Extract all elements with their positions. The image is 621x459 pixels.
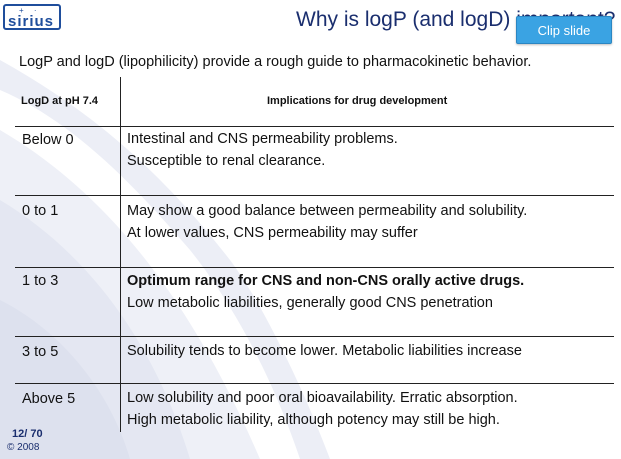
implication-line: At lower values, CNS permeability may su… <box>127 225 418 241</box>
logo-text: sirius <box>8 13 55 30</box>
copyright: © 2008 <box>7 442 40 453</box>
implication-cell: Solubility tends to become lower. Metabo… <box>127 340 522 362</box>
header-logd: LogD at pH 7.4 <box>21 95 99 107</box>
implication-line: Low metabolic liabilities, generally goo… <box>127 295 493 311</box>
row-divider <box>15 267 614 268</box>
page-number: 12/ 70 <box>12 428 43 440</box>
implication-line: Solubility tends to become lower. Metabo… <box>127 343 522 359</box>
row-divider <box>15 126 614 127</box>
sirius-logo: + · sirius <box>3 4 61 30</box>
intro-text: LogP and logD (lipophilicity) provide a … <box>19 54 532 70</box>
implication-line: Susceptible to renal clearance. <box>127 153 326 169</box>
range-cell: 3 to 5 <box>22 344 59 360</box>
header-implications: Implications for drug development <box>267 95 448 107</box>
logo-dots: + · <box>19 6 41 15</box>
row-divider <box>15 336 614 337</box>
range-cell: Above 5 <box>22 391 76 407</box>
row-divider <box>15 195 614 196</box>
implication-line: May show a good balance between permeabi… <box>127 203 528 219</box>
row-divider <box>15 383 614 384</box>
range-cell: 1 to 3 <box>22 273 59 289</box>
implication-cell: Intestinal and CNS permeability problems… <box>127 128 398 172</box>
implication-line: Optimum range for CNS and non-CNS orally… <box>127 273 525 289</box>
clip-slide-button[interactable]: Clip slide <box>516 16 612 44</box>
implication-line: High metabolic liability, although poten… <box>127 412 500 428</box>
implication-cell: May show a good balance between permeabi… <box>127 200 527 244</box>
range-cell: Below 0 <box>22 132 74 148</box>
implication-cell: Low solubility and poor oral bioavailabi… <box>127 387 518 431</box>
range-cell: 0 to 1 <box>22 203 59 219</box>
column-divider <box>120 77 121 432</box>
implication-line: Low solubility and poor oral bioavailabi… <box>127 390 518 406</box>
implication-cell: Optimum range for CNS and non-CNS orally… <box>127 270 524 314</box>
implication-line: Intestinal and CNS permeability problems… <box>127 131 398 147</box>
